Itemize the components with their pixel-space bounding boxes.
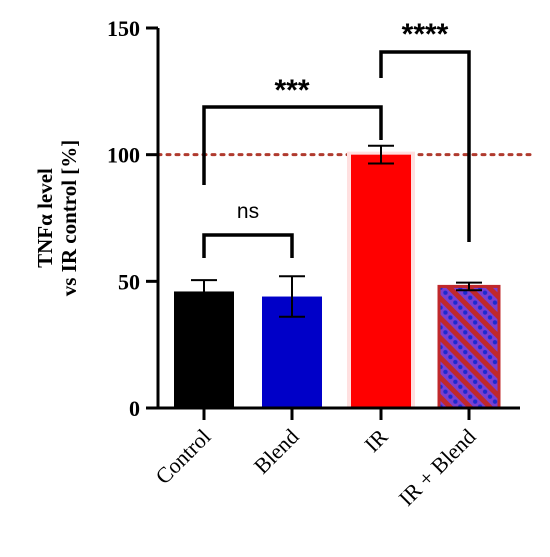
x-tick-label-0: Control xyxy=(150,424,215,489)
bar-3 xyxy=(437,284,501,410)
x-tick-label-1: Blend xyxy=(249,424,304,479)
x-tick-label-3: IR + Blend xyxy=(394,424,481,511)
significance-label-0: ns xyxy=(237,200,259,223)
significance-bracket-2 xyxy=(379,50,471,242)
bar-0 xyxy=(174,291,234,408)
y-tick-label-3: 150 xyxy=(107,16,140,41)
x-tick-label-2: IR xyxy=(359,424,392,457)
significance-bracket-1 xyxy=(202,105,383,185)
y-tick-label-0: 0 xyxy=(129,396,140,421)
y-axis-title: TNFα level vs IR control [%] xyxy=(33,140,81,297)
significance-label-2: **** xyxy=(402,18,449,51)
y-tick-label-2: 100 xyxy=(107,143,140,168)
y-axis-title-line2: vs IR control [%] xyxy=(57,140,81,297)
y-tick-label-1: 50 xyxy=(118,269,140,294)
y-axis-title-line1: TNFα level xyxy=(33,168,57,268)
significance-label-1: *** xyxy=(274,74,309,107)
significance-bracket-0 xyxy=(202,233,294,258)
bar-2 xyxy=(351,154,411,408)
